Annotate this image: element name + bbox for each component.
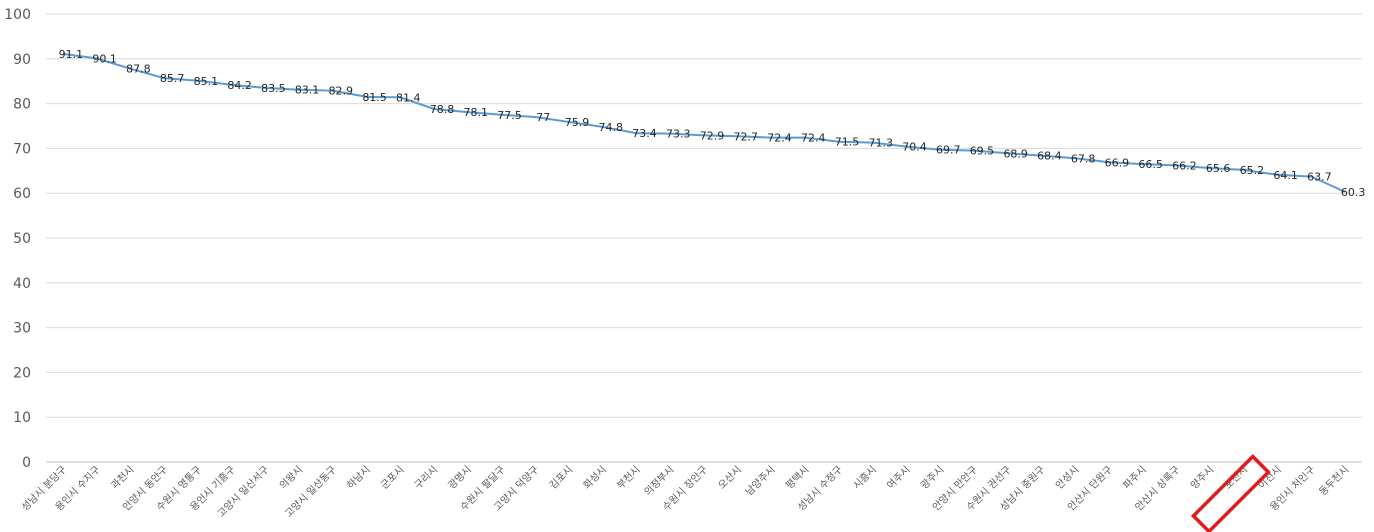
data-label: 63.7 <box>1307 171 1332 184</box>
data-label: 67.8 <box>1071 152 1096 165</box>
data-label: 81.4 <box>396 91 421 104</box>
x-tick-label: 시흥시 <box>850 463 879 492</box>
y-tick-label: 60 <box>13 186 31 202</box>
y-tick-label: 10 <box>13 410 31 426</box>
highlight-box <box>1190 454 1271 532</box>
x-tick-label: 의정부시 <box>642 464 677 499</box>
data-label: 83.5 <box>261 82 286 95</box>
data-label: 71.3 <box>868 137 893 150</box>
y-tick-label: 20 <box>13 365 31 381</box>
data-label: 71.5 <box>835 136 860 149</box>
data-label: 66.9 <box>1105 156 1130 169</box>
gridlines <box>46 13 1362 463</box>
y-tick-label: 70 <box>13 141 31 157</box>
y-tick-label: 0 <box>22 455 31 471</box>
data-label: 72.4 <box>767 132 792 145</box>
x-tick-label: 과천시 <box>108 464 136 492</box>
y-tick-label: 80 <box>13 97 31 113</box>
x-tick-label: 오산시 <box>716 464 744 492</box>
x-tick-label: 여주시 <box>885 464 913 492</box>
data-label: 77 <box>536 111 550 124</box>
data-label: 65.6 <box>1206 162 1231 175</box>
x-tick-label: 구리시 <box>412 464 440 492</box>
data-label: 69.5 <box>970 145 995 158</box>
x-tick-label: 포천시 <box>1222 464 1250 492</box>
data-label: 68.9 <box>1003 147 1028 160</box>
data-label: 78.1 <box>464 106 489 119</box>
highlight-rectangle <box>1190 454 1271 532</box>
data-label: 75.9 <box>565 116 590 129</box>
x-tick-label: 평택시 <box>783 464 811 492</box>
x-tick-label: 이천시 <box>1256 464 1284 492</box>
data-label: 73.4 <box>632 127 657 140</box>
data-label: 70.4 <box>902 141 927 154</box>
data-label: 85.1 <box>194 75 219 88</box>
x-tick-label: 의왕시 <box>277 464 305 492</box>
data-label: 87.8 <box>126 63 151 76</box>
data-labels: 91.1 90.1 87.8 85.7 85.1 84.2 83.5 83.1 82.9 81.5… <box>59 48 1366 199</box>
y-axis-tick-labels: 0 10 20 30 40 50 60 70 80 90 100 <box>4 7 31 471</box>
y-tick-label: 100 <box>4 7 31 23</box>
data-label: 84.2 <box>227 79 252 92</box>
data-label: 64.1 <box>1273 169 1298 182</box>
data-label: 74.8 <box>599 121 624 134</box>
data-label: 83.1 <box>295 84 320 97</box>
x-tick-label: 화성시 <box>581 464 609 492</box>
x-tick-label: 광주시 <box>918 464 946 492</box>
data-label: 73.3 <box>666 128 691 141</box>
x-tick-label: 부천시 <box>615 464 643 492</box>
x-tick-label: 동두천시 <box>1317 464 1352 499</box>
x-tick-label: 김포시 <box>547 464 575 492</box>
y-tick-label: 90 <box>13 52 31 68</box>
x-tick-label: 안성시 <box>1053 464 1081 492</box>
x-tick-label: 군포시 <box>378 464 406 492</box>
y-tick-label: 50 <box>13 231 31 247</box>
y-tick-label: 30 <box>13 321 31 337</box>
series-path <box>62 52 1346 193</box>
data-label: 65.2 <box>1240 164 1265 177</box>
data-label: 66.2 <box>1172 159 1197 172</box>
data-label: 72.9 <box>700 129 725 142</box>
data-label: 72.4 <box>801 132 826 145</box>
data-label: 91.1 <box>59 48 84 61</box>
data-label: 68.4 <box>1037 150 1062 163</box>
series-line <box>62 52 1346 193</box>
data-label: 60.3 <box>1341 186 1366 199</box>
data-label: 72.7 <box>733 130 758 143</box>
x-tick-label: 파주시 <box>1121 464 1149 492</box>
x-tick-label: 하남시 <box>344 463 373 492</box>
data-label: 82.9 <box>329 85 354 98</box>
data-label: 90.1 <box>92 52 117 65</box>
data-label: 81.5 <box>362 91 387 104</box>
data-label: 78.8 <box>430 103 455 116</box>
x-tick-label: 광명시 <box>446 464 474 492</box>
x-tick-label: 남양주시 <box>743 464 778 499</box>
data-label: 85.7 <box>160 72 185 85</box>
x-tick-label: 양주시 <box>1188 464 1216 492</box>
data-label: 66.5 <box>1138 158 1163 171</box>
y-tick-label: 40 <box>13 276 31 292</box>
data-label: 77.5 <box>497 109 522 122</box>
data-label: 69.7 <box>936 144 961 157</box>
